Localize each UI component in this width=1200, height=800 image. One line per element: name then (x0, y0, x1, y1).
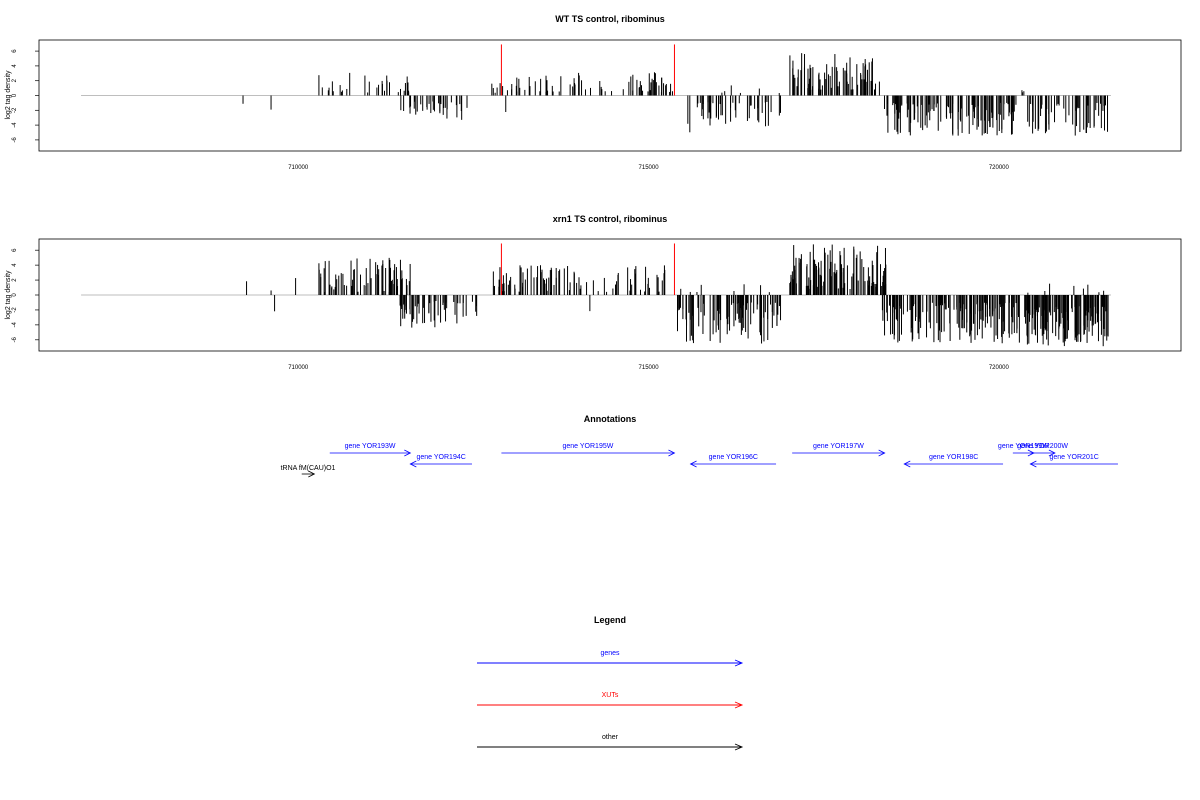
panel-xrn1-title: xrn1 TS control, ribominus (553, 214, 668, 224)
annotation-label: gene YOR199W (998, 443, 1049, 450)
legend-arrowhead (734, 743, 744, 751)
legend-title: Legend (594, 615, 626, 625)
x-tick-label: 720000 (989, 365, 1010, 371)
y-tick-label: -2 (12, 307, 18, 313)
panel-xrn1: xrn1 TS control, ribominus log2 tag dens… (5, 214, 1182, 371)
panel-wt-x-axis: 710000 715000 720000 (288, 165, 1009, 171)
annotation-label: gene YOR197W (813, 443, 864, 450)
x-tick-label: 715000 (639, 365, 660, 371)
annotation-label: gene YOR200W (1017, 443, 1068, 450)
y-tick-label: 6 (12, 49, 18, 53)
y-tick-label: 2 (12, 78, 18, 82)
annotation-arrowhead (903, 460, 911, 468)
legend-arrowhead (734, 659, 744, 667)
legend-arrowhead (734, 701, 744, 709)
annotation-items: gene YOR193W gene YOR194C gene YOR195W gene… (281, 443, 1118, 478)
legend-panel: Legend genes XUTs other (477, 615, 744, 751)
panel-xrn1-x-axis: 710000 715000 720000 (288, 365, 1009, 371)
panel-wt-title: WT TS control, ribominus (555, 14, 665, 24)
annotation-label: gene YOR201C (1050, 454, 1099, 461)
panel-wt: WT TS control, ribominus log2 tag densit… (5, 14, 1182, 171)
legend-items: genes XUTs other (477, 650, 744, 751)
legend-label: genes (600, 650, 620, 657)
x-tick-label: 710000 (288, 365, 309, 371)
annotation-arrowhead (404, 449, 412, 457)
annotation-label: gene YOR196C (709, 454, 758, 461)
annotation-label: tRNA fM(CAU)O1 (281, 465, 336, 472)
x-tick-label: 715000 (639, 165, 660, 171)
panel-xrn1-bars (81, 243, 1111, 347)
annotation-label: gene YOR193W (345, 443, 396, 450)
y-tick-label: 0 (12, 93, 18, 97)
y-tick-label: -2 (12, 107, 18, 113)
annotation-arrowhead (1029, 460, 1037, 468)
panel-wt-y-axis: -6 -4 -2 0 2 4 6 (12, 49, 39, 143)
panel-wt-ylabel: log2 tag density (5, 70, 12, 120)
y-tick-label: 4 (12, 263, 18, 267)
legend-label: other (602, 734, 619, 741)
annotation-arrowhead (878, 449, 886, 457)
y-tick-label: 2 (12, 278, 18, 282)
annotation-arrowhead (689, 460, 697, 468)
annotation-arrowhead (308, 470, 316, 478)
annotation-arrowhead (1048, 449, 1056, 457)
panel-xrn1-y-axis: -6 -4 -2 0 2 4 6 (12, 248, 39, 342)
annotation-arrowhead (409, 460, 417, 468)
annotation-label: gene YOR195W (563, 443, 614, 450)
annotation-arrowhead (668, 449, 676, 457)
y-tick-label: -4 (12, 122, 18, 128)
y-tick-label: 6 (12, 248, 18, 252)
y-tick-label: -4 (12, 322, 18, 328)
annotation-label: gene YOR198C (929, 454, 978, 461)
legend-label: XUTs (602, 692, 619, 699)
y-tick-label: -6 (12, 137, 18, 143)
y-tick-label: 4 (12, 64, 18, 68)
y-tick-label: -6 (12, 336, 18, 342)
x-tick-label: 720000 (989, 165, 1010, 171)
y-tick-label: 0 (12, 293, 18, 297)
annotations-title: Annotations (584, 414, 637, 424)
panel-xrn1-ylabel: log2 tag density (5, 270, 12, 320)
x-tick-label: 710000 (288, 165, 309, 171)
annotation-label: gene YOR194C (417, 454, 466, 461)
panel-wt-bars (81, 44, 1111, 136)
